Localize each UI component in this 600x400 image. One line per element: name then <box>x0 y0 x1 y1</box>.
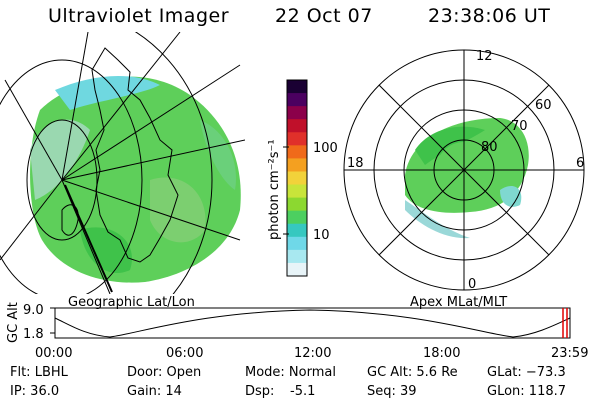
app-title: Ultraviolet Imager <box>48 5 230 27</box>
status-filter: Flt: LBHL <box>10 365 69 380</box>
date-label: 22 Oct 07 <box>275 5 373 27</box>
colorbar-band <box>287 93 307 107</box>
apex-label: Apex MLat/MLT <box>410 295 507 310</box>
status-seq: Seq: 39 <box>367 384 417 399</box>
status-ip: IP: 36.0 <box>10 384 59 399</box>
lat-label-70: 70 <box>511 119 528 134</box>
mlt-label-12: 12 <box>476 49 493 64</box>
colorbar-band <box>287 210 307 225</box>
mlt-label-18: 18 <box>347 156 364 171</box>
timeline-ymax: 9.0 <box>23 303 44 318</box>
colorbar-band <box>287 106 307 120</box>
geographic-image <box>0 32 245 294</box>
status-gain: Gain: 14 <box>127 384 182 399</box>
colorbar-band <box>287 158 307 172</box>
status-mode: Mode: Normal <box>245 365 336 380</box>
colorbar <box>286 79 308 277</box>
status-dsp: Dsp: <box>245 384 274 399</box>
colorbar-band <box>287 145 307 159</box>
polar-grid <box>343 49 585 291</box>
orbit-timeline <box>50 307 571 339</box>
lat-label-60: 60 <box>535 98 552 113</box>
colorbar-band <box>287 80 307 94</box>
colorbar-band <box>287 171 307 186</box>
colorbar-frame <box>286 79 308 277</box>
mlt-label-6: 6 <box>576 156 584 171</box>
status-glon: GLon: 118.7 <box>487 384 566 399</box>
timeline-xtick-0600: 06:00 <box>166 346 203 361</box>
status-dsp-value: -5.1 <box>290 384 315 399</box>
colorbar-tick-100: 100 <box>313 141 338 156</box>
colorbar-band <box>287 184 307 199</box>
timeline-ylabel: GC Alt <box>6 302 21 343</box>
timeline-xtick-1200: 12:00 <box>294 346 331 361</box>
colorbar-band <box>287 223 307 238</box>
colorbar-band <box>287 249 307 264</box>
timeline-xtick-2359: 23:59 <box>551 346 588 361</box>
mlt-label-0: 0 <box>468 277 476 292</box>
geographic-label: Geographic Lat/Lon <box>68 295 195 310</box>
status-gc-alt: GC Alt: 5.6 Re <box>367 365 458 380</box>
time-label: 23:38:06 UT <box>428 5 551 27</box>
colorbar-band <box>287 132 307 146</box>
colorbar-band <box>287 119 307 133</box>
colorbar-tick-10: 10 <box>313 228 330 243</box>
status-glat: GLat: −73.3 <box>487 365 566 380</box>
colorbar-band <box>287 262 307 277</box>
status-door: Door: Open <box>127 365 201 380</box>
timeline-xtick-0000: 00:00 <box>35 346 72 361</box>
lat-label-80: 80 <box>481 140 498 155</box>
colorbar-unit-label: photon cm⁻²s⁻¹ <box>267 139 282 240</box>
polar-image <box>405 118 529 239</box>
colorbar-band <box>287 236 307 251</box>
colorbar-band <box>287 197 307 212</box>
timeline-ymin: 1.8 <box>23 327 44 342</box>
timeline-xtick-1800: 18:00 <box>423 346 460 361</box>
